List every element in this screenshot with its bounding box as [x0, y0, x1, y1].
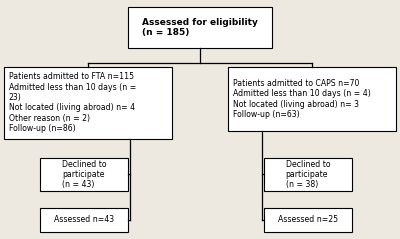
Text: Declined to
participate
(n = 38): Declined to participate (n = 38): [286, 160, 330, 189]
FancyBboxPatch shape: [40, 208, 128, 232]
Text: Patients admitted to FTA n=115
Admitted less than 10 days (n =
23)
Not located (: Patients admitted to FTA n=115 Admitted …: [9, 72, 136, 133]
FancyBboxPatch shape: [228, 67, 396, 131]
Text: Assessed n=25: Assessed n=25: [278, 215, 338, 224]
FancyBboxPatch shape: [4, 67, 172, 139]
Text: Patients admitted to CAPS n=70
Admitted less than 10 days (n = 4)
Not located (l: Patients admitted to CAPS n=70 Admitted …: [233, 79, 370, 119]
Text: Declined to
participate
(n = 43): Declined to participate (n = 43): [62, 160, 106, 189]
Text: Assessed for eligibility
(n = 185): Assessed for eligibility (n = 185): [142, 18, 258, 37]
FancyBboxPatch shape: [40, 158, 128, 191]
FancyBboxPatch shape: [264, 208, 352, 232]
FancyBboxPatch shape: [128, 7, 272, 48]
Text: Assessed n=43: Assessed n=43: [54, 215, 114, 224]
FancyBboxPatch shape: [264, 158, 352, 191]
